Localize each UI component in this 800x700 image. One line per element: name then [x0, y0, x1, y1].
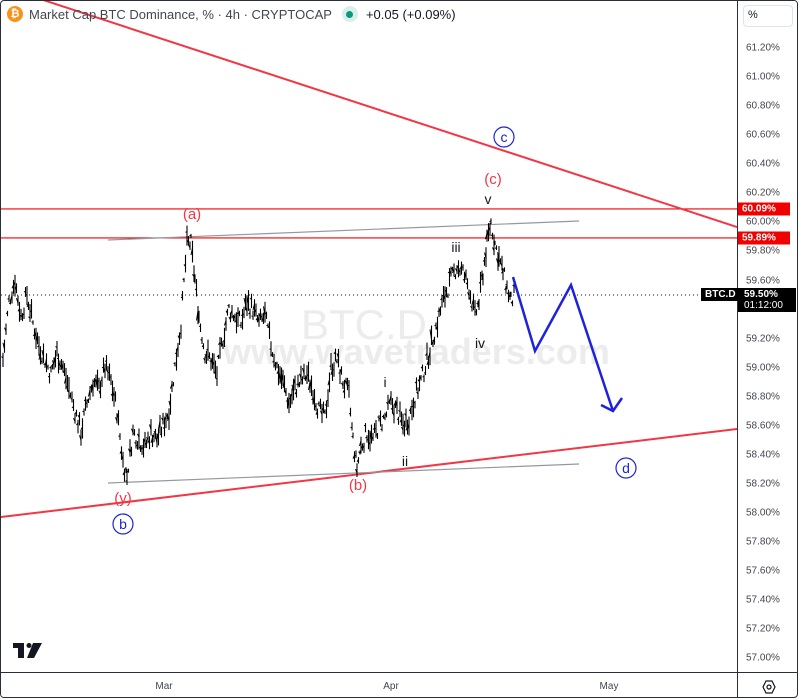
price-tick: 60.80% — [746, 100, 780, 112]
wave-label-black: v — [485, 191, 492, 207]
price-tick: 59.00% — [746, 362, 780, 374]
price-tick: 60.60% — [746, 129, 780, 141]
price-tick: 59.20% — [746, 333, 780, 345]
price-tick: 59.80% — [746, 245, 780, 257]
price-tick: 60.20% — [746, 187, 780, 199]
wave-label-blue: c — [501, 129, 508, 145]
price-tick: 58.80% — [746, 391, 780, 403]
wave-label-blue: b — [119, 516, 127, 532]
wave-label-circle — [493, 126, 515, 148]
chart-settings-button[interactable] — [737, 672, 797, 697]
time-tick: Mar — [155, 681, 173, 692]
chart-plot-area[interactable]: BTC.D www.wavetraders.com (a) (c) (b) (y) v i… — [1, 1, 737, 672]
price-change: +0.05 (+0.09%) — [365, 6, 456, 22]
symbol-price-label: BTC.D — [701, 288, 740, 301]
upper-channel-line[interactable] — [107, 220, 580, 241]
wave-label-red: (y) — [114, 490, 132, 507]
wave-label-circle — [112, 513, 134, 535]
wave-label-red: (c) — [484, 171, 502, 188]
symbol-title[interactable]: Market Cap BTC Dominance, % · 4h · CRYPT… — [29, 6, 332, 22]
wave-label-red: (b) — [349, 477, 367, 494]
price-tick: 60.40% — [746, 158, 780, 170]
price-tick: 60.00% — [746, 216, 780, 228]
price-tick: 57.20% — [746, 623, 780, 635]
price-axis[interactable]: 61.20% 61.00% 60.80% 60.60% 60.40% 60.20% 60.0… — [737, 1, 797, 672]
percent-scale-button[interactable]: % — [743, 5, 793, 27]
wave-label-black: iv — [475, 335, 485, 351]
price-tick: 58.40% — [746, 449, 780, 461]
wave-label-red: (a) — [183, 206, 201, 223]
price-tick: 57.60% — [746, 565, 780, 577]
candles — [1, 218, 515, 485]
wave-label-black: iii — [451, 239, 460, 255]
price-tick: 61.00% — [746, 71, 780, 83]
chart-settings-icon — [762, 679, 776, 694]
wave-label-blue: d — [622, 460, 630, 476]
market-open-dot-icon — [341, 6, 358, 22]
price-tick: 57.80% — [746, 536, 780, 548]
level-price-tag: 60.09% — [738, 202, 790, 216]
current-price-tag: 59.50% 01:12:00 — [738, 288, 796, 312]
bitcoin-icon: ₿ — [7, 6, 23, 22]
projection-path — [511, 276, 615, 412]
price-tick: 57.40% — [746, 594, 780, 606]
level-price-tag: 59.89% — [738, 231, 790, 245]
lower-channel-line[interactable] — [107, 463, 580, 484]
price-tick: 59.60% — [746, 275, 780, 287]
wave-label-black: i — [383, 374, 386, 390]
upper-triangle-resistance-line[interactable] — [31, 1, 737, 228]
symbol-legend[interactable]: ₿ Market Cap BTC Dominance, % · 4h · CRY… — [7, 6, 456, 22]
price-tick: 58.00% — [746, 507, 780, 519]
time-axis[interactable]: Mar Apr May — [1, 672, 737, 697]
projection-arrowhead — [600, 397, 624, 413]
price-tick: 61.20% — [746, 42, 780, 54]
price-tick: 57.00% — [746, 652, 780, 664]
price-tick: 58.60% — [746, 420, 780, 432]
wave-label-black: ii — [402, 453, 408, 469]
price-tick: 58.20% — [746, 478, 780, 490]
wave-label-circle — [615, 457, 637, 479]
time-tick: May — [599, 681, 619, 692]
time-tick: Apr — [383, 681, 399, 692]
tradingview-logo-icon[interactable] — [13, 641, 43, 664]
